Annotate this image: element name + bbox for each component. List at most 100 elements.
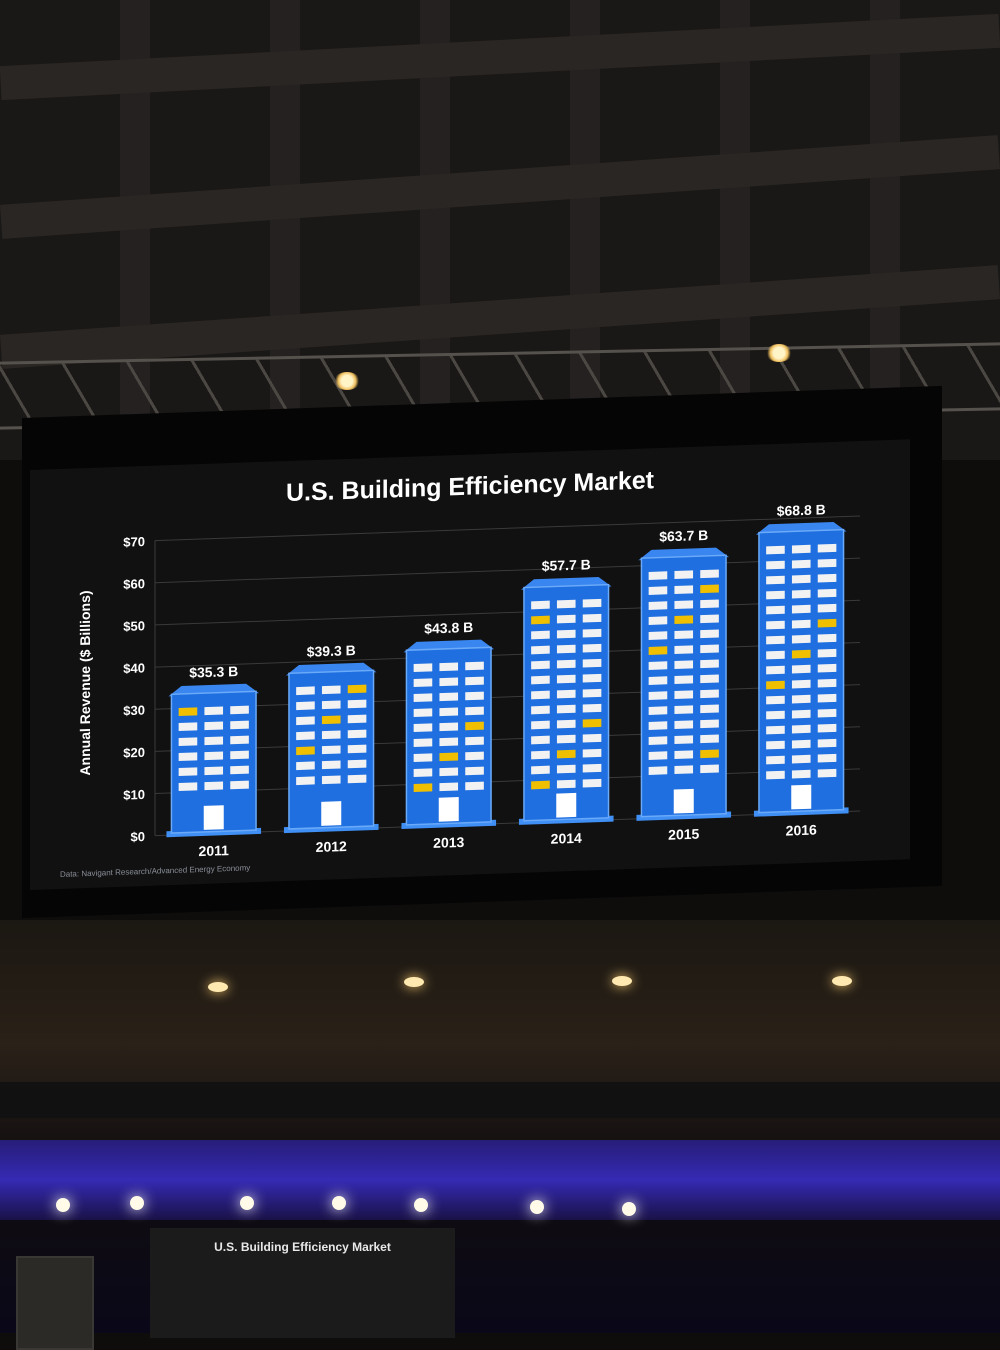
bar-window [556, 749, 576, 759]
bar-window [674, 720, 694, 730]
bar-window [817, 573, 837, 583]
bar-window [700, 629, 719, 639]
bar-window [674, 765, 694, 775]
bar-window [465, 676, 484, 686]
bar-window [413, 768, 433, 778]
bar-window [582, 718, 602, 728]
bar-window [204, 706, 224, 716]
bar-window [766, 725, 785, 735]
x-tick-label: 2011 [199, 842, 230, 859]
gridline [155, 726, 860, 752]
gridlines [154, 515, 860, 837]
bar-window [531, 660, 550, 670]
bar-window [766, 620, 785, 630]
bar-window [582, 688, 602, 698]
bar-window [230, 780, 249, 790]
bar-window [817, 543, 837, 553]
bar-window [230, 765, 249, 775]
bar-window [582, 658, 602, 668]
bar-window [321, 730, 341, 740]
y-tick-label: $40 [123, 660, 145, 676]
bar-window [347, 759, 367, 769]
gridline [155, 557, 860, 584]
bar-window [347, 699, 367, 709]
bar [518, 576, 614, 825]
bar-window [582, 763, 602, 773]
bar-window [531, 705, 550, 715]
bar-window [766, 680, 785, 690]
bar-window [648, 706, 668, 715]
bar-window [674, 570, 694, 580]
ceiling-lamp [334, 372, 360, 390]
bar-window [648, 571, 668, 580]
bar-window [439, 692, 459, 702]
bar-window [791, 559, 811, 569]
data-label: $63.7 B [659, 527, 708, 545]
bar-window [204, 736, 224, 746]
bar-window [817, 618, 837, 628]
bar [283, 662, 379, 834]
bar-window [791, 679, 811, 689]
bar-window [296, 761, 315, 771]
bar-window [465, 751, 484, 761]
bar-window [674, 735, 694, 745]
bar-window [700, 569, 719, 579]
bar-window [556, 674, 576, 684]
bar-window [413, 708, 433, 718]
bar-window [556, 764, 576, 774]
bar-window [296, 731, 315, 741]
bar-window [766, 755, 785, 765]
bar-window [439, 707, 459, 717]
data-label: $43.8 B [424, 619, 473, 637]
bar-door [321, 801, 342, 826]
bar-window [178, 737, 198, 747]
bar-window [766, 560, 785, 570]
bar-window [230, 705, 249, 715]
bar-window [178, 767, 198, 777]
bar-window [817, 558, 837, 568]
bar-window [347, 744, 367, 754]
bar-window [204, 781, 224, 791]
y-axis-ticks: $0 $10 $20 $30 $40 $50 $60 $70 [123, 534, 145, 845]
bar-window [582, 643, 602, 653]
bar-window [766, 740, 785, 750]
bar-window [321, 685, 341, 695]
bar-window [648, 721, 668, 730]
bar-window [321, 775, 341, 785]
bar-window [648, 586, 668, 595]
bar-window [230, 750, 249, 760]
bar-window [791, 739, 811, 749]
bar-window [556, 734, 576, 744]
bar-window [817, 693, 837, 703]
stage-spotlight [530, 1200, 544, 1214]
bar-window [674, 750, 694, 760]
bar-window [791, 709, 811, 719]
bar-window [296, 686, 315, 696]
bar-window [700, 614, 719, 624]
bar-window [817, 768, 837, 778]
side-banner [16, 1256, 94, 1350]
bar-window [413, 753, 433, 763]
y-tick-label: $30 [123, 703, 145, 719]
y-tick-label: $20 [123, 745, 145, 761]
x-tick-label: 2015 [668, 826, 699, 843]
stage-spotlight [130, 1196, 144, 1210]
bar-window [347, 774, 367, 784]
bar-window [582, 778, 602, 788]
bar-window [766, 575, 785, 585]
bar-window [439, 722, 459, 732]
bar-window [766, 695, 785, 705]
gridline [155, 515, 860, 542]
bar-window [439, 752, 459, 762]
bar-window [204, 721, 224, 731]
bar-window [556, 719, 576, 729]
stage-spotlight [240, 1196, 254, 1210]
bar-window [817, 678, 837, 688]
y-tick-label: $50 [123, 618, 145, 634]
bar-window [700, 674, 719, 684]
downlight [832, 976, 852, 986]
bar-window [439, 782, 459, 792]
data-label: $35.3 B [189, 663, 238, 681]
bar-window [674, 675, 694, 685]
bar-window [674, 630, 694, 640]
